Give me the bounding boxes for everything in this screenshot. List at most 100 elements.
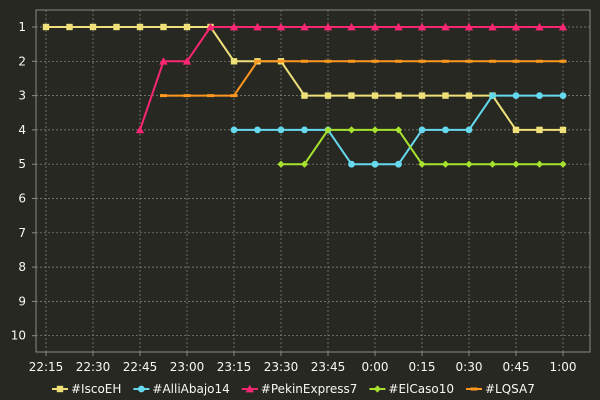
data-point [442, 92, 449, 99]
legend-label: #ElCaso10 [388, 382, 454, 396]
data-point [512, 126, 520, 134]
data-point [277, 126, 285, 134]
data-point [277, 160, 285, 168]
data-point [230, 58, 238, 65]
data-point [160, 94, 167, 98]
data-point [300, 160, 309, 168]
data-point [301, 59, 308, 63]
legend-item: #PekinExpress7 [241, 382, 358, 396]
x-tick-label: 23:30 [264, 360, 299, 374]
data-point [229, 22, 239, 31]
data-point [230, 126, 238, 134]
series-lqsa7 [160, 59, 567, 98]
data-point [136, 23, 144, 31]
legend-label: #PekinExpress7 [261, 382, 358, 396]
data-point [66, 23, 73, 31]
data-point [371, 126, 379, 134]
y-tick-label: 4 [18, 123, 26, 137]
data-point [42, 23, 50, 31]
y-tick-label: 10 [11, 329, 26, 343]
data-point [253, 22, 262, 31]
series-elcaso10 [277, 126, 567, 168]
y-tick-label: 7 [18, 226, 26, 240]
data-point [183, 94, 191, 98]
series-alliabajo14 [230, 92, 567, 168]
data-point [464, 22, 474, 31]
series-line [139, 26, 563, 131]
data-point [488, 160, 497, 168]
series-line [46, 26, 563, 131]
y-tick-label: 5 [18, 157, 26, 171]
legend-item: #IscoEH [52, 382, 121, 396]
x-tick-label: 0:00 [362, 360, 389, 374]
data-point [371, 92, 379, 99]
data-point [89, 23, 97, 31]
data-point [207, 94, 214, 98]
data-point [441, 160, 450, 168]
series-iscoeh [42, 23, 567, 134]
x-tick-label: 23:45 [311, 360, 346, 374]
data-point [394, 126, 403, 134]
data-point [347, 126, 356, 134]
x-tick-label: 23:00 [170, 360, 205, 374]
series-pekinexpress7 [135, 22, 568, 134]
y-tick-label: 8 [18, 260, 26, 274]
data-point [159, 57, 168, 65]
data-point [511, 22, 521, 31]
legend-swatch-marker [137, 385, 145, 393]
x-tick-label: 0:45 [503, 360, 530, 374]
data-point [512, 59, 520, 63]
data-point [230, 94, 238, 98]
data-point [301, 126, 308, 134]
x-tick-label: 23:15 [217, 360, 252, 374]
data-point [206, 22, 215, 31]
data-point [417, 22, 427, 31]
data-point [348, 160, 355, 168]
data-point [276, 22, 286, 31]
data-point [394, 22, 403, 31]
data-point [488, 22, 497, 31]
data-point [182, 57, 192, 65]
legend-label: #LQSA7 [485, 382, 535, 396]
data-point [160, 23, 167, 31]
data-point [113, 23, 120, 31]
data-point [512, 160, 520, 168]
data-point [418, 92, 426, 99]
data-point [418, 59, 426, 63]
x-tick-label: 22:15 [29, 360, 64, 374]
data-point [442, 126, 449, 134]
data-point [535, 160, 544, 168]
x-tick-label: 22:45 [123, 360, 158, 374]
data-point [323, 22, 333, 31]
data-point [558, 22, 568, 31]
data-point [489, 92, 496, 99]
x-tick-label: 0:30 [456, 360, 483, 374]
data-point [535, 22, 544, 31]
data-point [441, 22, 450, 31]
data-point [371, 59, 379, 63]
data-point [536, 126, 543, 134]
data-point [301, 92, 308, 99]
data-point [559, 160, 567, 168]
series-layer [42, 22, 568, 168]
y-tick-label: 6 [18, 192, 26, 206]
axes: 1 2 3 4 5 6 7 8 9 10 22:15 22:30 22:45 23:00 23:15 23:3… [11, 20, 577, 374]
legend-swatch-marker [56, 385, 64, 393]
data-point [135, 125, 145, 134]
data-point [465, 160, 473, 168]
series-line [163, 60, 563, 97]
data-point [418, 126, 426, 134]
data-point [559, 59, 567, 63]
x-tick-label: 22:30 [76, 360, 111, 374]
data-point [536, 59, 543, 63]
data-point [324, 126, 332, 134]
data-point [277, 59, 285, 63]
y-tick-label: 3 [18, 89, 26, 103]
data-point [348, 92, 355, 99]
data-point [442, 59, 449, 63]
grid [35, 9, 591, 353]
data-point [183, 23, 191, 31]
data-point [465, 59, 473, 63]
data-point [254, 59, 261, 63]
